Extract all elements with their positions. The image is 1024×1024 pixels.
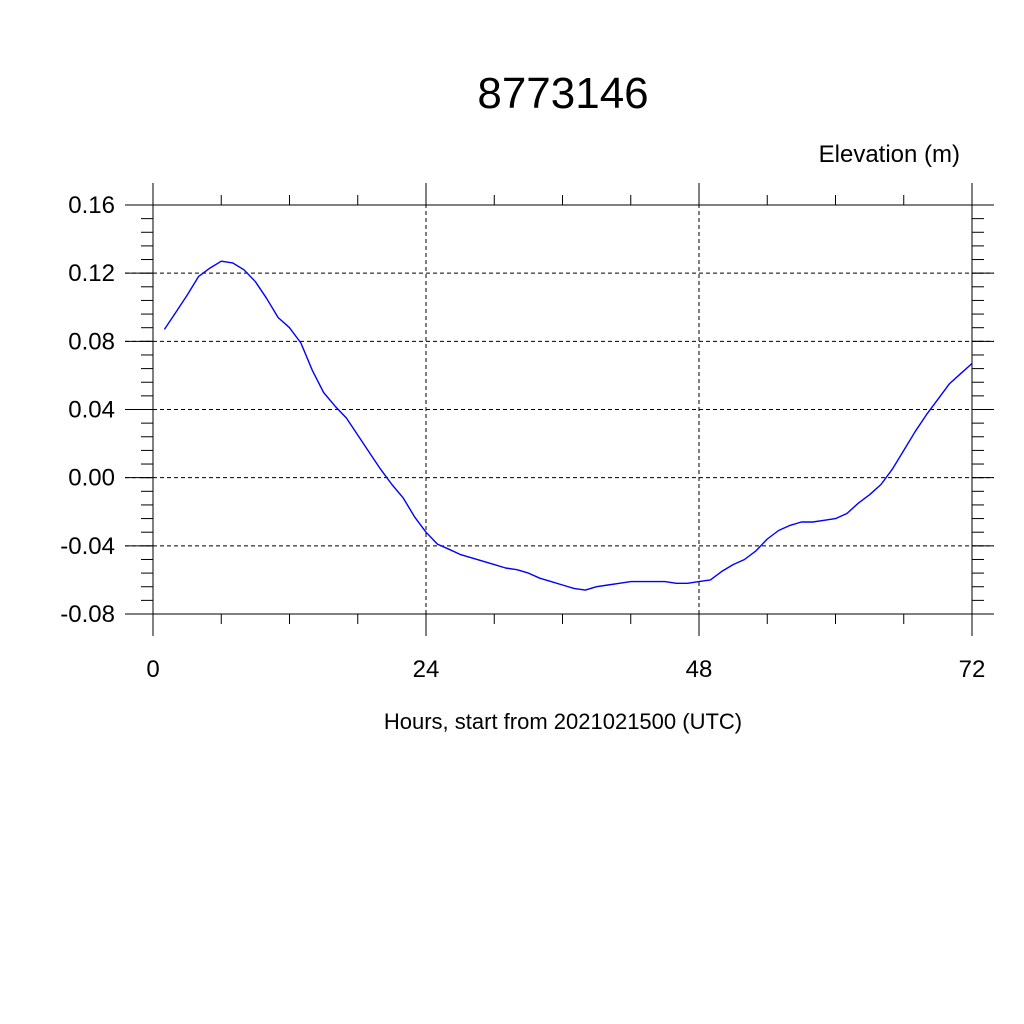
x-tick-label: 24 [413,656,440,683]
x-tick-label: 72 [959,656,986,683]
x-tick-label: 48 [686,656,713,683]
series-line [163,260,973,591]
y-tick-label: -0.08 [60,601,115,628]
y-tick-label: 0.04 [68,397,115,424]
chart-title: 8773146 [477,69,648,118]
y-tick-label: 0.12 [68,260,115,287]
axis-ticks [125,183,994,636]
y-axis-label: Elevation (m) [819,141,960,168]
x-tick-label: 0 [146,656,159,683]
grid-lines [125,183,994,636]
tick-labels: -0.08 -0.04 0.00 0.04 0.08 0.12 0.16 0 24 48 72 [60,192,985,683]
y-tick-label: 0.00 [68,465,115,492]
y-tick-label: -0.04 [60,533,115,560]
x-axis-label: Hours, start from 2021021500 (UTC) [384,709,742,734]
y-tick-label: 0.08 [68,328,115,355]
plot-frame [152,204,973,615]
data-series [163,260,973,591]
y-tick-label: 0.16 [68,192,115,219]
